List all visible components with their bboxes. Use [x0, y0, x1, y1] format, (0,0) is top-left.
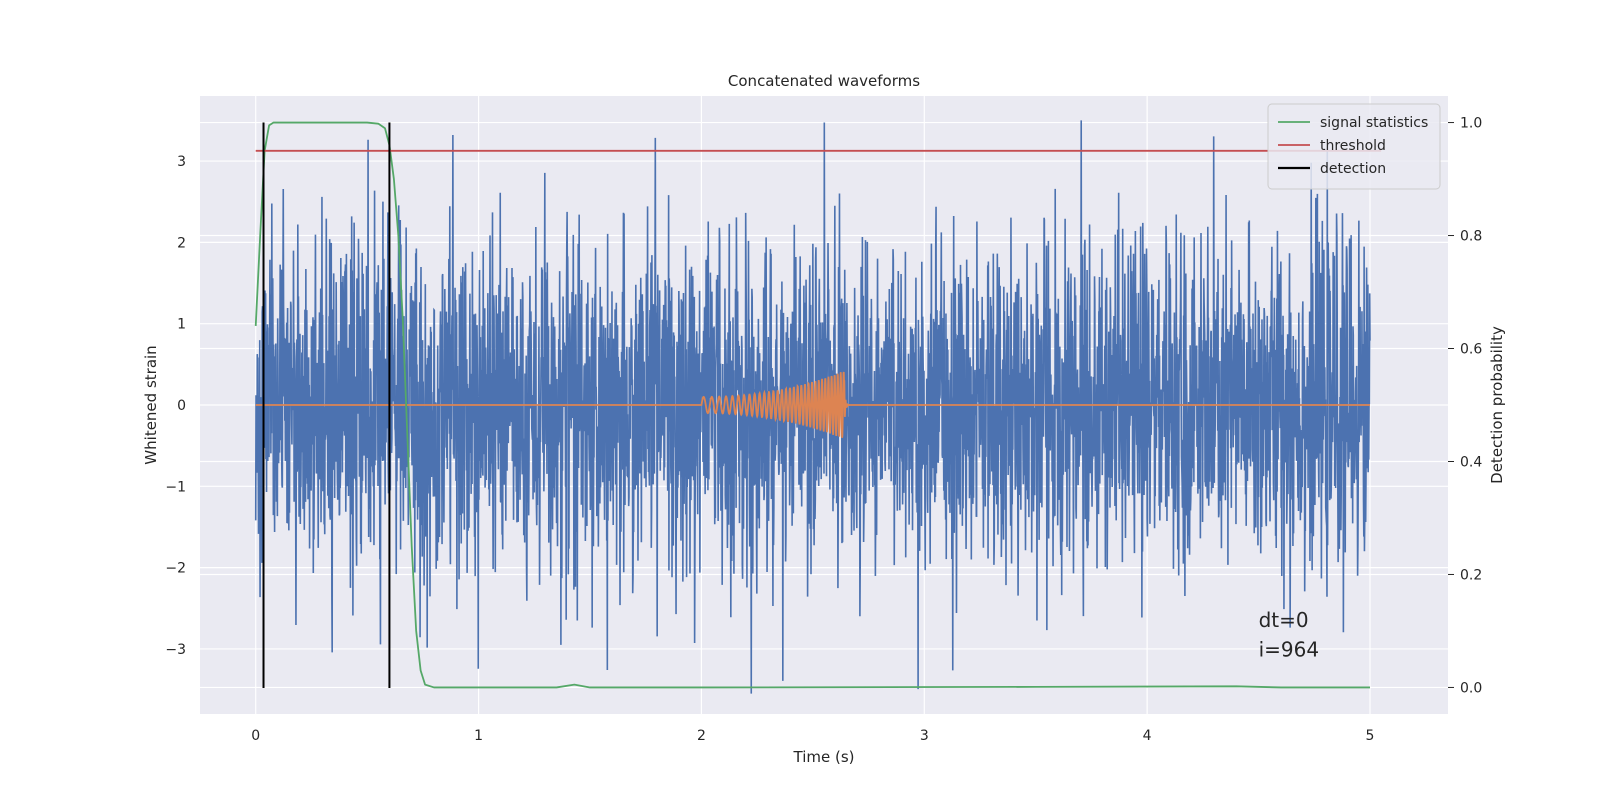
- x-tick-label: 0: [251, 728, 260, 744]
- chirp-series-line: [255, 371, 1370, 438]
- x-tick-label: 4: [1143, 728, 1152, 744]
- y2-tick-label: 1.0: [1460, 116, 1482, 132]
- y-tick-label: 1: [177, 317, 186, 333]
- chart-title: Concatenated waveforms: [728, 72, 920, 90]
- y2-tick-label: 0.2: [1460, 567, 1482, 583]
- y2-tick-label: 0.0: [1460, 680, 1482, 696]
- y2-tick-label: 0.4: [1460, 454, 1482, 470]
- y-tick-label: −2: [165, 561, 186, 577]
- x-tick-label: 2: [697, 728, 706, 744]
- legend: signal statistics threshold detection: [1267, 103, 1441, 190]
- tick-labels: 0 1 2 3 4 5 −3 −2 −1 0 1 2 3 0.0 0.2 0.4 0.6 0.8 1.0: [165, 116, 1482, 744]
- y2-tick-label: 0.8: [1460, 229, 1482, 245]
- y-axis-title: Whitened strain: [142, 345, 160, 464]
- x-axis-title: Time (s): [793, 748, 855, 766]
- annotations: dt=0 i=964: [1259, 608, 1320, 661]
- x-tick-label: 3: [920, 728, 929, 744]
- y2-tick-label: 0.6: [1460, 342, 1482, 358]
- y-tick-label: −1: [165, 479, 186, 495]
- legend-label: threshold: [1320, 138, 1386, 154]
- y-tick-label: −3: [165, 642, 186, 658]
- y-tick-label: 3: [177, 154, 186, 170]
- annotation-text: dt=0: [1259, 608, 1309, 632]
- legend-label: detection: [1320, 161, 1386, 177]
- noise-series-line: [254, 120, 1371, 694]
- y-tick-label: 0: [177, 398, 186, 414]
- legend-box: [1267, 103, 1441, 190]
- x-tick-label: 1: [474, 728, 483, 744]
- annotation-text: i=964: [1259, 637, 1320, 661]
- series-layer: [254, 120, 1382, 694]
- x-tick-label: 5: [1366, 728, 1375, 744]
- signal-statistics-line: [254, 121, 1370, 689]
- legend-label: signal statistics: [1320, 115, 1428, 131]
- y2-axis-title: Detection probability: [1488, 326, 1506, 484]
- y-tick-label: 2: [177, 235, 186, 251]
